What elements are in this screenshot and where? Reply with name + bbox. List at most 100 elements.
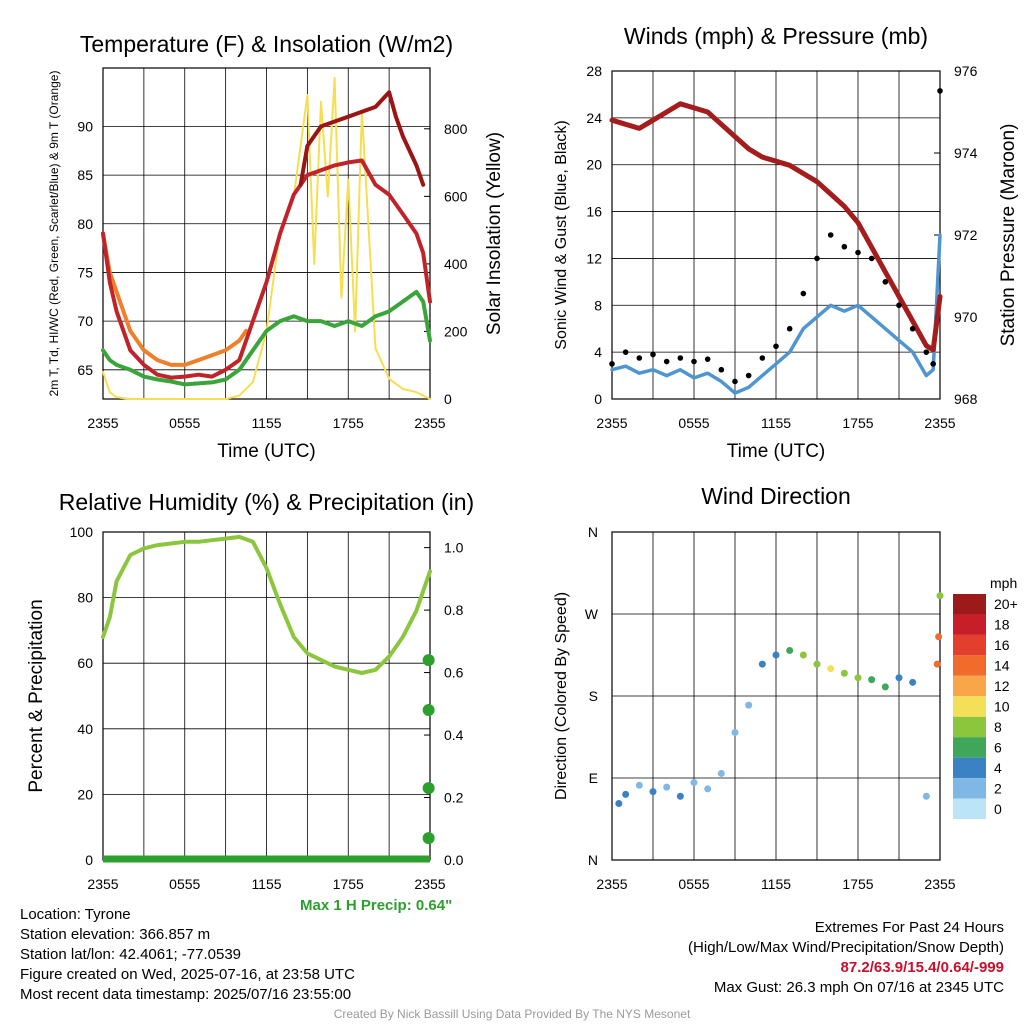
gust-point <box>827 232 834 238</box>
gust-point <box>786 325 793 332</box>
insolation-line <box>102 77 431 400</box>
gust-point <box>800 290 807 297</box>
y-axis-label: Sonic Wind & Gust (Blue, Black) <box>553 120 570 349</box>
gust-point <box>650 351 656 358</box>
y2-tick-label: 968 <box>954 391 978 407</box>
y-tick-label: 90 <box>77 118 93 134</box>
colorbar-swatch <box>953 614 986 635</box>
wind-speed-line <box>610 233 942 395</box>
chart-title: Winds (mph) & Pressure (mb) <box>624 23 928 49</box>
direction-point <box>745 701 753 709</box>
gust-point <box>636 355 643 361</box>
gust-point <box>930 361 936 367</box>
y-tick-label: 24 <box>586 110 602 126</box>
y2-tick-label: 800 <box>444 121 468 137</box>
direction-point <box>933 660 941 668</box>
colorbar-label: 16 <box>994 637 1010 653</box>
y-tick-label: S <box>589 688 598 704</box>
temp-line <box>101 158 432 380</box>
direction-point <box>935 633 943 641</box>
x-tick-label: 1755 <box>333 876 364 892</box>
y-tick-label: E <box>589 770 598 786</box>
gust-point <box>663 358 670 365</box>
x-tick-label: 1755 <box>333 415 364 431</box>
x-axis-label: Time (UTC) <box>217 441 316 462</box>
gust-point <box>622 349 629 355</box>
y-axis-label: Direction (Colored By Speed) <box>553 592 570 800</box>
station-info: Location: Tyrone Station elevation: 366.… <box>20 905 355 1005</box>
colorbar-swatch <box>953 757 986 779</box>
colorbar-label: 2 <box>994 780 1002 796</box>
y-tick-label: 70 <box>77 313 93 329</box>
y-tick-label: 80 <box>77 216 93 232</box>
x-tick-label: 2355 <box>414 876 445 892</box>
y2-tick-label: 0.8 <box>444 602 464 618</box>
y-axis-label: 2m T, Td, HI/WC (Red, Green, Scarlet/Blu… <box>47 71 61 397</box>
x-axis-label: Time (UTC) <box>727 441 826 462</box>
colorbar-swatch <box>953 594 986 615</box>
direction-point <box>840 669 848 677</box>
precip-point <box>422 654 435 667</box>
gust-point <box>745 372 752 379</box>
y-tick-label: 40 <box>77 721 93 737</box>
y2-tick-label: 976 <box>954 63 978 79</box>
y-tick-label: 85 <box>77 167 93 183</box>
y2-axis-label: Station Pressure (Maroon) <box>998 124 1019 347</box>
gust-point <box>868 255 875 262</box>
direction-point <box>868 676 876 684</box>
x-tick-label: 1155 <box>251 876 281 892</box>
colorbar-label: 18 <box>994 617 1010 633</box>
max-precip-annotation: Max 1 H Precip: 0.64" <box>300 897 453 914</box>
gust-point <box>732 378 738 385</box>
y2-tick-label: 600 <box>444 188 468 204</box>
credit-line: Created By Nick Bassill Using Data Provi… <box>333 1007 691 1021</box>
gust-point <box>677 355 684 361</box>
y-tick-label: 100 <box>70 524 94 540</box>
direction-point <box>622 790 630 798</box>
direction-point <box>909 678 917 686</box>
y2-tick-label: 972 <box>954 227 978 243</box>
y-tick-label: N <box>588 852 598 868</box>
extremes-values: 87.2/63.9/15.4/0.64/-999 <box>840 959 1004 976</box>
gust-point <box>923 349 930 355</box>
direction-point <box>827 665 835 673</box>
extremes-subtitle: (High/Low/Max Wind/Precipitation/Snow De… <box>688 939 1004 956</box>
y-tick-label: 16 <box>586 204 602 220</box>
precip-point <box>422 704 435 717</box>
colorbar-label: 10 <box>994 699 1010 715</box>
colorbar-label: 12 <box>994 678 1010 694</box>
y2-tick-label: 974 <box>954 145 978 161</box>
colorbar-unit: mph <box>990 575 1017 591</box>
y-tick-label: 28 <box>586 63 602 79</box>
gust-point <box>882 279 889 285</box>
colorbar-swatch <box>953 696 986 717</box>
direction-point <box>649 788 657 796</box>
y-tick-label: 0 <box>85 852 93 868</box>
y2-tick-label: 0.2 <box>444 790 464 806</box>
direction-point <box>786 646 794 654</box>
direction-point <box>663 783 671 791</box>
gust-point <box>937 88 943 94</box>
y2-tick-label: 970 <box>954 309 978 325</box>
direction-point <box>731 728 739 736</box>
colorbar-swatch <box>953 634 986 656</box>
precip-point <box>422 782 435 795</box>
y-tick-label: 20 <box>586 157 602 173</box>
direction-point <box>676 792 684 800</box>
y2-tick-label: 200 <box>444 323 468 339</box>
colorbar-swatch <box>953 716 986 738</box>
gust-point <box>909 325 916 332</box>
x-tick-label: 1155 <box>251 415 281 431</box>
x-tick-label: 1755 <box>842 415 873 431</box>
station-latlon: Station lat/lon: 42.4061; -77.0539 <box>20 946 242 963</box>
direction-point <box>635 781 643 789</box>
most-recent-timestamp: Most recent data timestamp: 2025/07/16 2… <box>20 986 352 1003</box>
y2-tick-label: 0.4 <box>444 727 464 743</box>
y-tick-label: 65 <box>77 362 93 378</box>
y-tick-label: 60 <box>77 655 93 671</box>
gust-point <box>814 255 820 262</box>
y-tick-label: 20 <box>77 786 93 802</box>
chart-title: Wind Direction <box>701 483 851 509</box>
hiwc-line <box>298 90 426 187</box>
